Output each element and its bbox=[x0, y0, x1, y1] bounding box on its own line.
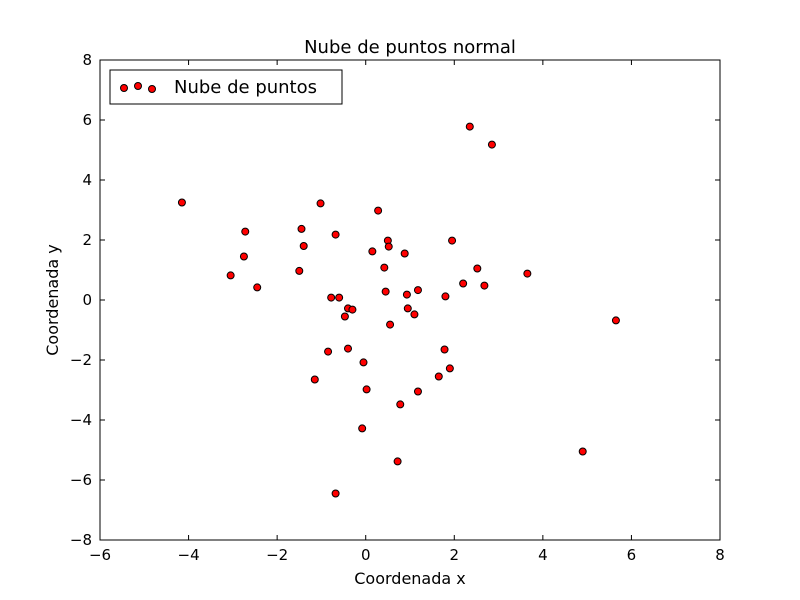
legend-label: Nube de puntos bbox=[174, 77, 317, 98]
x-tick-label: −4 bbox=[178, 546, 200, 564]
data-point bbox=[465, 122, 474, 131]
data-point bbox=[310, 375, 319, 384]
data-point bbox=[459, 279, 468, 288]
data-point bbox=[403, 304, 412, 313]
data-point bbox=[299, 242, 308, 250]
data-point bbox=[348, 305, 357, 314]
data-point bbox=[358, 424, 367, 433]
data-point bbox=[400, 249, 409, 258]
legend: Nube de puntos bbox=[109, 69, 343, 105]
data-point bbox=[327, 293, 336, 302]
data-point bbox=[331, 230, 340, 239]
data-point bbox=[316, 199, 325, 208]
y-tick-label: 2 bbox=[82, 231, 92, 249]
data-point bbox=[253, 283, 262, 292]
data-point bbox=[335, 293, 344, 302]
legend-marker bbox=[134, 82, 142, 90]
data-point bbox=[384, 242, 393, 251]
data-point bbox=[362, 385, 371, 394]
chart-title: Nube de puntos normal bbox=[304, 37, 516, 58]
legend-marker bbox=[120, 84, 128, 92]
data-point bbox=[402, 290, 411, 299]
x-tick-label: 0 bbox=[361, 546, 371, 564]
data-point bbox=[374, 206, 383, 215]
data-point bbox=[340, 312, 349, 321]
data-point bbox=[480, 281, 489, 290]
x-tick-label: −6 bbox=[89, 546, 111, 564]
x-tick-label: 4 bbox=[538, 546, 548, 564]
x-axis-label: Coordenada x bbox=[354, 569, 466, 588]
data-point bbox=[386, 320, 395, 329]
data-point bbox=[413, 286, 422, 295]
legend-marker bbox=[148, 85, 156, 93]
y-tick-label: 0 bbox=[82, 291, 92, 309]
data-point bbox=[359, 358, 368, 367]
data-point bbox=[473, 264, 482, 273]
y-tick-label: −4 bbox=[70, 411, 92, 429]
data-point bbox=[297, 224, 306, 233]
data-point bbox=[448, 236, 457, 245]
data-point bbox=[487, 140, 496, 149]
data-point bbox=[324, 347, 333, 356]
y-axis-label: Coordenada y bbox=[43, 244, 62, 356]
plot-area bbox=[100, 60, 720, 540]
y-tick-label: −2 bbox=[70, 351, 92, 369]
data-point bbox=[380, 263, 389, 272]
data-point bbox=[396, 400, 405, 409]
data-point bbox=[578, 447, 587, 456]
data-point bbox=[434, 372, 443, 381]
x-tick-label: 8 bbox=[715, 546, 725, 564]
y-tick-label: 4 bbox=[82, 171, 92, 189]
data-point bbox=[445, 364, 454, 373]
data-point bbox=[241, 227, 250, 236]
data-point bbox=[295, 266, 304, 275]
data-point bbox=[393, 457, 402, 466]
data-point bbox=[226, 271, 235, 280]
x-tick-label: 6 bbox=[627, 546, 637, 564]
data-point bbox=[331, 489, 340, 498]
data-points bbox=[177, 122, 620, 498]
data-point bbox=[523, 269, 532, 278]
data-point bbox=[368, 247, 377, 256]
data-point bbox=[413, 387, 422, 396]
y-tick-label: −8 bbox=[70, 531, 92, 549]
data-point bbox=[381, 287, 390, 296]
data-point bbox=[410, 310, 419, 319]
y-tick-label: −6 bbox=[70, 471, 92, 489]
x-tick-label: −2 bbox=[266, 546, 288, 564]
y-tick-label: 6 bbox=[82, 111, 92, 129]
plot-frame bbox=[99, 59, 721, 541]
data-point bbox=[611, 316, 620, 325]
data-point bbox=[344, 344, 352, 353]
plot-background bbox=[100, 60, 720, 540]
data-point bbox=[440, 345, 449, 354]
x-tick-label: 2 bbox=[450, 546, 460, 564]
data-point bbox=[177, 198, 186, 207]
y-tick-label: 8 bbox=[82, 51, 92, 69]
data-point bbox=[239, 252, 248, 261]
data-point bbox=[441, 292, 450, 301]
